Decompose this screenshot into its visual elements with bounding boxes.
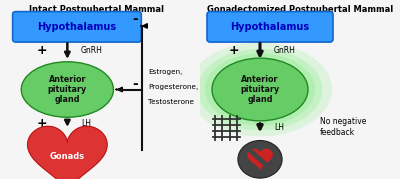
Text: -: -	[133, 77, 138, 91]
Ellipse shape	[198, 49, 322, 130]
Text: Gonads: Gonads	[50, 152, 85, 161]
Text: No negative
feedback: No negative feedback	[320, 117, 366, 137]
Text: LH: LH	[274, 123, 284, 132]
Text: GnRH: GnRH	[274, 46, 296, 55]
Polygon shape	[248, 149, 272, 169]
Polygon shape	[28, 126, 107, 179]
FancyBboxPatch shape	[207, 12, 333, 42]
Text: Progesterone,: Progesterone,	[148, 84, 198, 90]
Ellipse shape	[188, 43, 332, 136]
Ellipse shape	[238, 141, 282, 178]
Text: Anterior
pituitary
gland: Anterior pituitary gland	[240, 75, 280, 104]
Text: Hypothalamus: Hypothalamus	[230, 22, 310, 32]
Text: LH: LH	[81, 119, 91, 128]
Ellipse shape	[205, 54, 315, 125]
Ellipse shape	[21, 62, 114, 117]
Text: Intact Postpubertal Mammal: Intact Postpubertal Mammal	[29, 5, 164, 14]
Text: Estrogen,: Estrogen,	[148, 69, 182, 75]
Text: -: -	[133, 12, 138, 26]
Text: +: +	[37, 44, 48, 57]
Text: +: +	[37, 117, 48, 130]
Text: Hypothalamus: Hypothalamus	[37, 22, 116, 32]
Text: Gonadectomized Postpubertal Mammal: Gonadectomized Postpubertal Mammal	[207, 5, 393, 14]
Text: +: +	[229, 44, 239, 57]
Text: GnRH: GnRH	[81, 46, 103, 55]
Ellipse shape	[212, 58, 308, 121]
Text: Testosterone: Testosterone	[148, 99, 194, 105]
FancyBboxPatch shape	[13, 12, 141, 42]
Text: Anterior
pituitary
gland: Anterior pituitary gland	[48, 75, 87, 104]
